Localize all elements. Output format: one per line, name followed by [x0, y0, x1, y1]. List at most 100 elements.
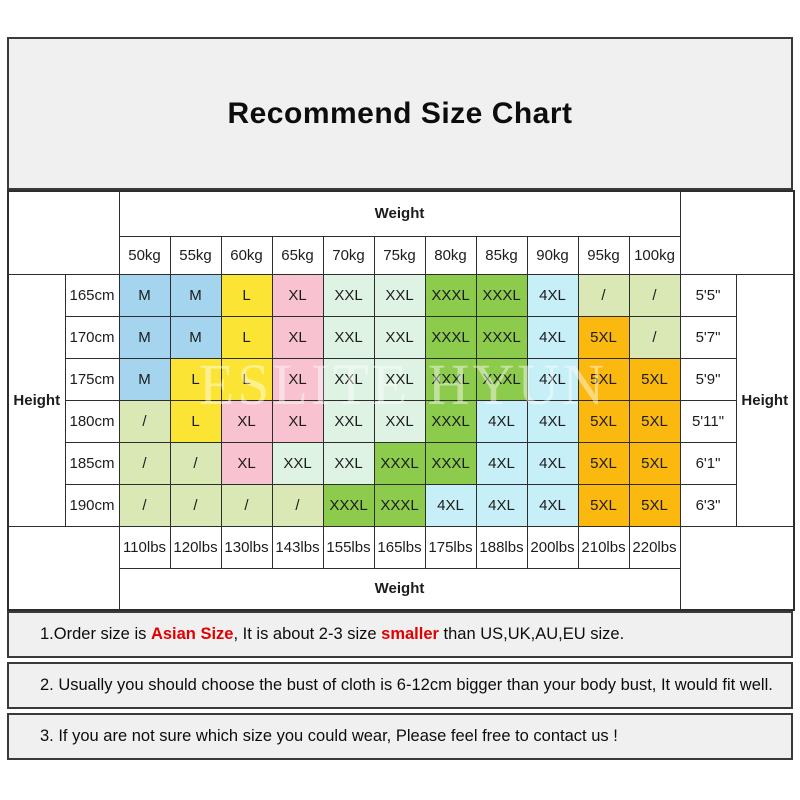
size-cell: XXL [271, 441, 324, 485]
size-cell: 5XL [577, 315, 630, 359]
size-cell: 4XL [475, 483, 528, 527]
lbs-header: 110lbs [118, 525, 171, 569]
size-cell: XXL [322, 315, 375, 359]
kg-header: 55kg [169, 235, 222, 275]
height-cm: 165cm [64, 273, 120, 317]
kg-header: 70kg [322, 235, 375, 275]
size-cell: 4XL [424, 483, 477, 527]
size-cell: 4XL [526, 483, 579, 527]
note-1: 1.Order size is Asian Size, It is about … [7, 611, 793, 658]
height-cm: 190cm [64, 483, 120, 527]
lbs-header: 220lbs [628, 525, 681, 569]
lbs-header: 188lbs [475, 525, 528, 569]
note-segment: 3. If you are not sure which size you co… [40, 727, 618, 745]
page-title: Recommend Size Chart [227, 96, 573, 130]
size-table: Weight 50kg 55kg 60kg 65kg 70kg 75kg 80kg 85kg 90… [7, 190, 796, 611]
size-cell: 5XL [577, 441, 630, 485]
height-cm: 185cm [64, 441, 120, 485]
size-cell: XXXL [424, 399, 477, 443]
height-cm: 180cm [64, 399, 120, 443]
kg-header: 60kg [220, 235, 273, 275]
height-ft: 5'7" [679, 315, 737, 359]
size-cell: / [628, 315, 681, 359]
size-cell: XXXL [373, 441, 426, 485]
size-cell: L [220, 315, 273, 359]
size-cell: XXL [322, 441, 375, 485]
height-ft: 6'1" [679, 441, 737, 485]
note-highlight: Asian Size [150, 625, 234, 643]
kg-header: 75kg [373, 235, 426, 275]
size-cell: 4XL [475, 399, 528, 443]
size-cell: / [169, 483, 222, 527]
size-cell: 5XL [628, 441, 681, 485]
size-cell: / [118, 483, 171, 527]
size-cell: 4XL [526, 399, 579, 443]
corner-bottom-right [679, 525, 795, 611]
size-cell: 5XL [628, 357, 681, 401]
kg-header: 100kg [628, 235, 681, 275]
size-cell: XXL [322, 399, 375, 443]
size-cell: L [169, 357, 222, 401]
size-cell: 4XL [526, 441, 579, 485]
corner-bottom-left [7, 525, 120, 611]
size-cell: / [220, 483, 273, 527]
size-cell: L [220, 357, 273, 401]
size-cell: 5XL [628, 483, 681, 527]
height-ft: 6'3" [679, 483, 737, 527]
size-cell: XXL [322, 273, 375, 317]
size-cell: / [577, 273, 630, 317]
lbs-header: 165lbs [373, 525, 426, 569]
size-cell: XXL [373, 273, 426, 317]
size-cell: XL [271, 399, 324, 443]
size-cell: / [118, 441, 171, 485]
size-cell: XXL [373, 399, 426, 443]
size-cell: 5XL [628, 399, 681, 443]
size-cell: XL [220, 441, 273, 485]
lbs-header: 143lbs [271, 525, 324, 569]
size-cell: XXXL [475, 357, 528, 401]
size-cell: XXL [322, 357, 375, 401]
size-cell: M [118, 315, 171, 359]
size-table-body: Weight 50kg 55kg 60kg 65kg 70kg 75kg 80kg 85kg 90… [7, 190, 795, 611]
note-text: 1.Order size is Asian Size, It is about … [40, 625, 624, 644]
height-ft: 5'5" [679, 273, 737, 317]
lbs-header: 155lbs [322, 525, 375, 569]
lbs-header: 130lbs [220, 525, 273, 569]
size-cell: 5XL [577, 483, 630, 527]
height-ft: 5'9" [679, 357, 737, 401]
kg-header: 85kg [475, 235, 528, 275]
size-cell: / [628, 273, 681, 317]
size-cell: XXXL [424, 441, 477, 485]
height-label-left: Height [7, 273, 66, 527]
note-text: 3. If you are not sure which size you co… [40, 727, 618, 746]
note-text: 2. Usually you should choose the bust of… [40, 676, 773, 695]
size-cell: / [118, 399, 171, 443]
size-cell: XXXL [424, 315, 477, 359]
kg-header: 95kg [577, 235, 630, 275]
lbs-header: 175lbs [424, 525, 477, 569]
note-segment: , It is about 2-3 size [233, 625, 382, 643]
lbs-header: 120lbs [169, 525, 222, 569]
kg-header: 80kg [424, 235, 477, 275]
size-cell: 4XL [526, 357, 579, 401]
note-2: 2. Usually you should choose the bust of… [7, 662, 793, 709]
note-highlight: smaller [381, 625, 439, 643]
height-cm: 175cm [64, 357, 120, 401]
size-cell: XL [271, 315, 324, 359]
note-segment: 2. Usually you should choose the bust of… [40, 676, 773, 694]
size-cell: XXL [373, 315, 426, 359]
weight-label-top: Weight [118, 190, 681, 237]
size-cell: L [169, 399, 222, 443]
note-3: 3. If you are not sure which size you co… [7, 713, 793, 760]
size-cell: / [169, 441, 222, 485]
kg-header: 50kg [118, 235, 171, 275]
note-segment: 1.Order size is [40, 625, 151, 643]
height-label-right: Height [735, 273, 795, 527]
notes-section: 1.Order size is Asian Size, It is about … [7, 611, 793, 760]
size-cell: XXXL [424, 273, 477, 317]
size-cell: 5XL [577, 357, 630, 401]
size-cell: XL [271, 273, 324, 317]
size-cell: XXXL [322, 483, 375, 527]
size-cell: 5XL [577, 399, 630, 443]
weight-label-bottom: Weight [118, 567, 681, 611]
